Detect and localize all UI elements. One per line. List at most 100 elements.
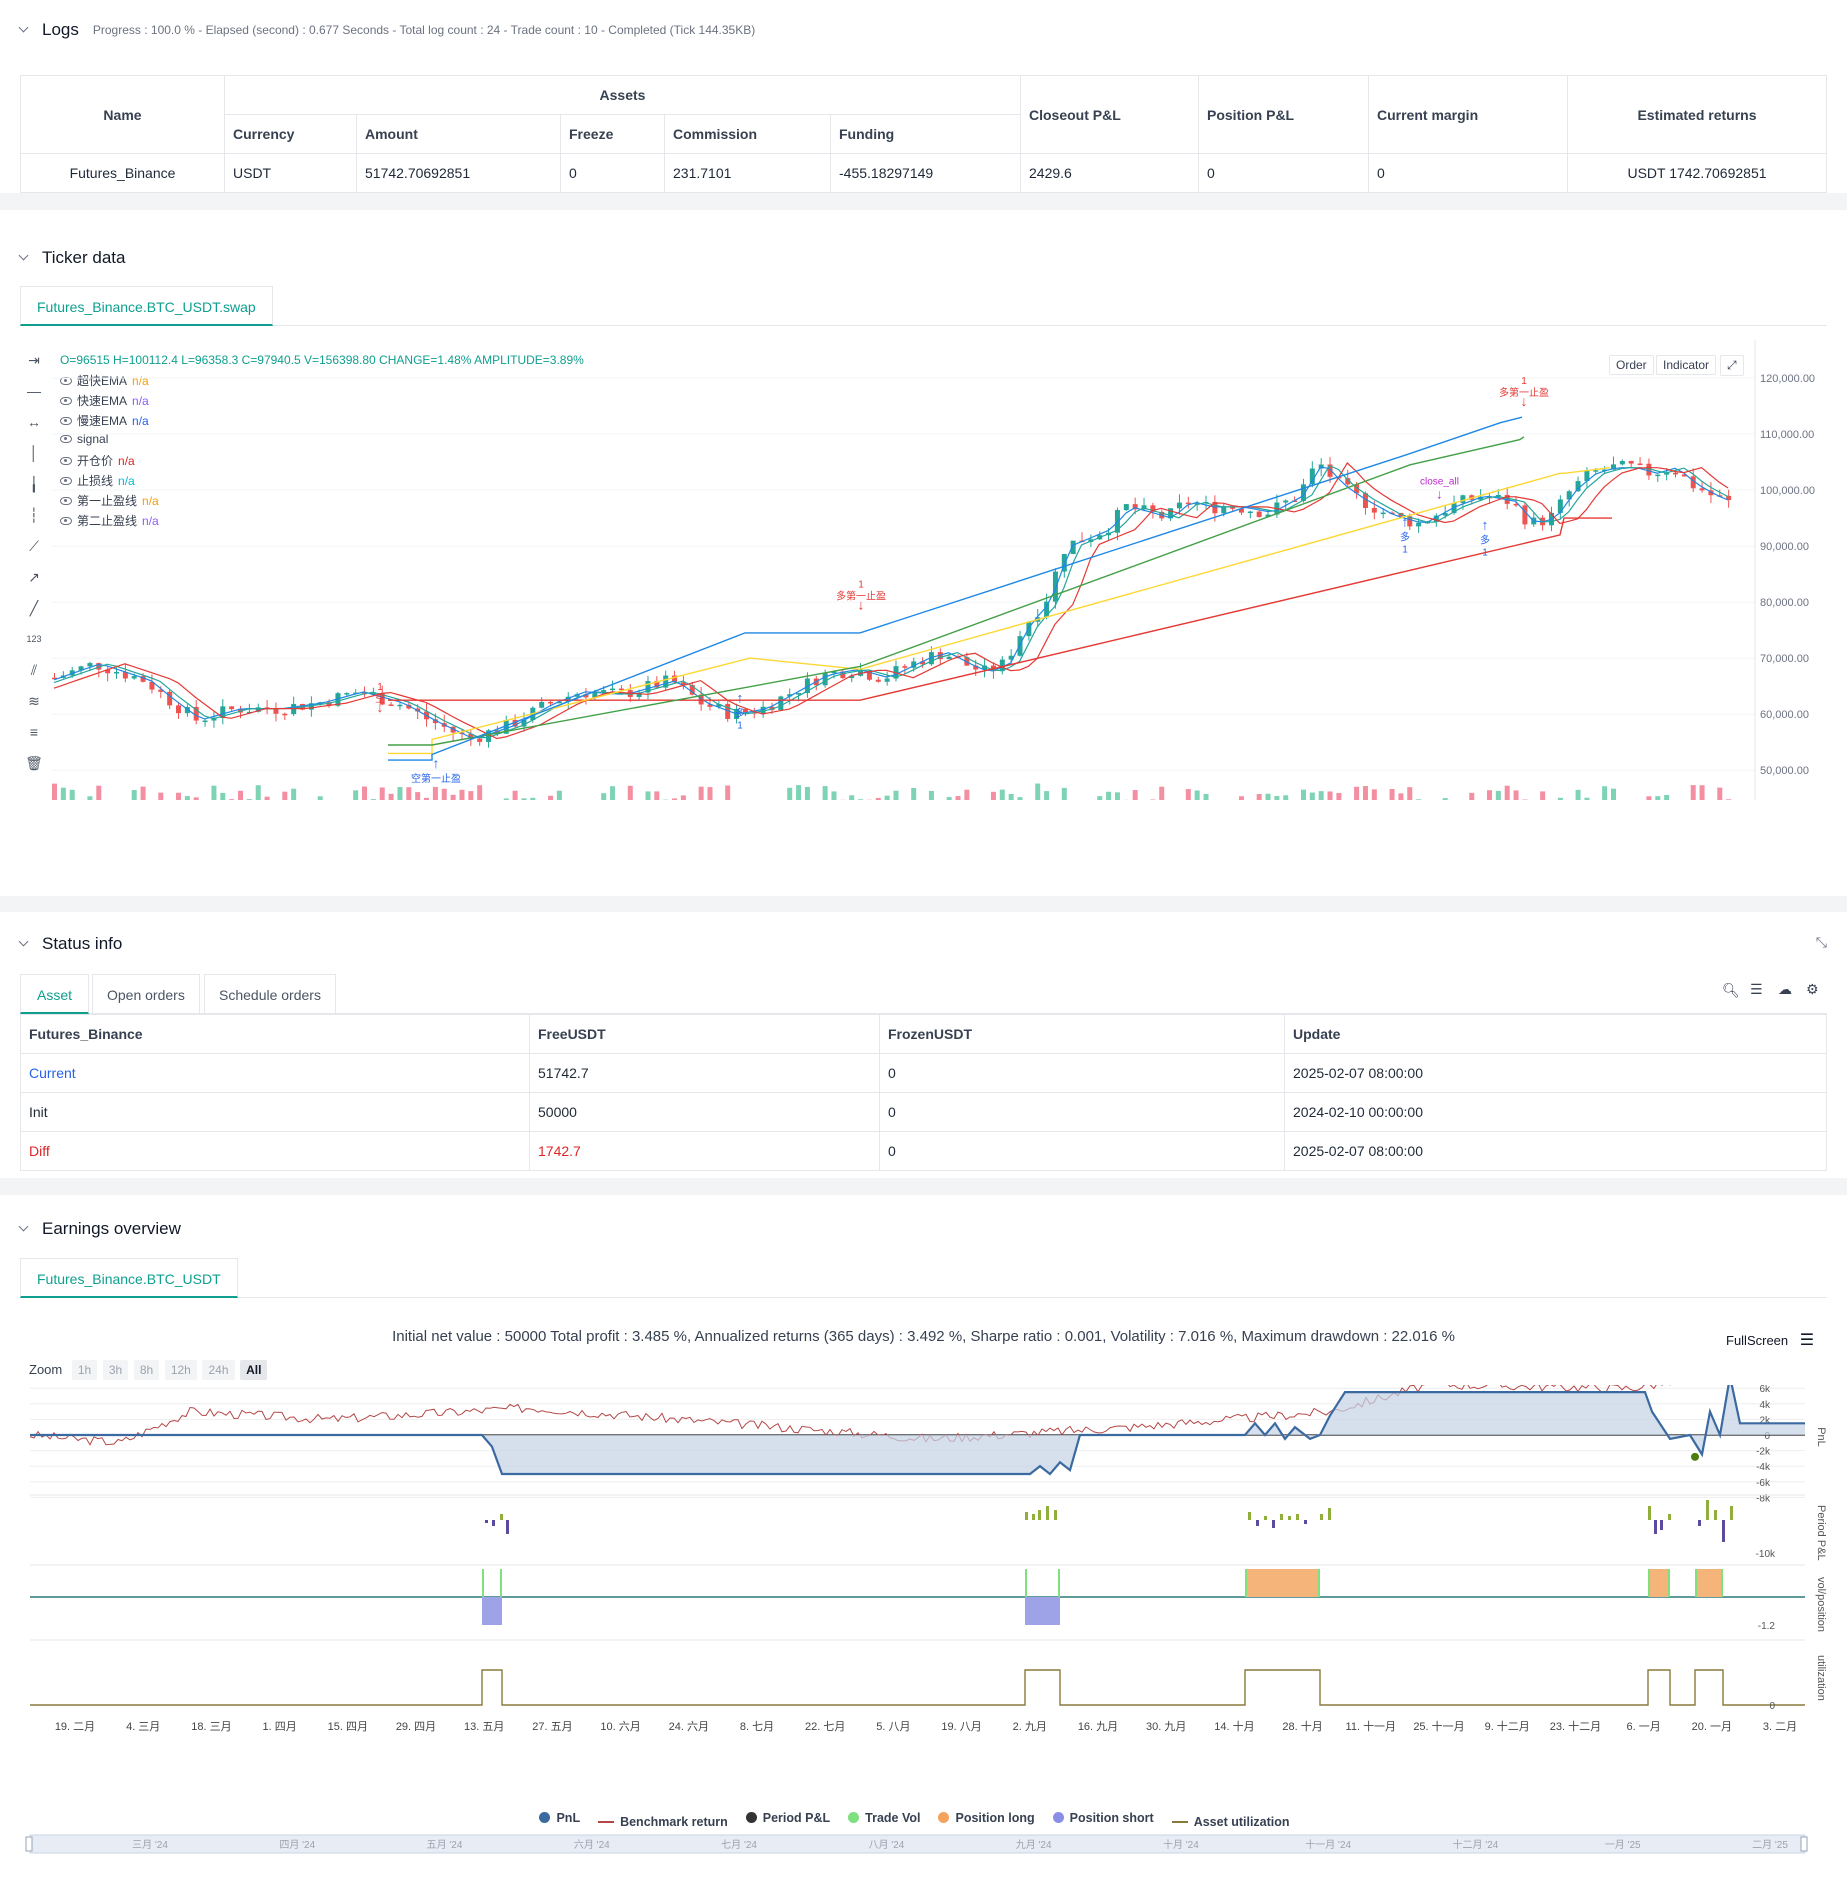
period-bar [1328,1508,1331,1520]
fullscreen-button[interactable]: FullScreen ☰ [1726,1330,1814,1350]
x-tick-label: 19. 八月 [941,1721,981,1733]
volume-bar [1690,785,1696,800]
candle-body [202,720,208,723]
legend-item[interactable]: 第二止盈线 n/a [60,512,159,529]
horizontal-line-icon[interactable]: — [27,383,41,399]
indicator-button[interactable]: Indicator [1656,355,1717,375]
shrink-icon[interactable]: ⤡ [1815,934,1827,950]
expand-icon[interactable]: ⤢ [1720,355,1744,376]
eye-icon[interactable] [60,416,72,425]
tab-earnings-symbol[interactable]: Futures_Binance.BTC_USDT [20,1258,238,1298]
collapse-chevron-icon[interactable] [18,252,30,264]
list-icon[interactable]: ☰ [1750,981,1763,997]
legend-item[interactable]: PnL [539,1811,580,1825]
x-tick-label: 15. 四月 [328,1721,368,1733]
legend-label: Position short [1069,1810,1154,1825]
tab-open-orders[interactable]: Open orders [92,974,200,1014]
legend-item[interactable]: 开仓价 n/a [60,452,135,469]
legend-item[interactable]: signal [60,432,113,446]
asset-table: Futures_Binance FreeUSDT FrozenUSDT Upda… [20,1014,1827,1171]
candle-body [370,693,376,695]
eye-icon[interactable] [60,456,72,465]
zoom-8h[interactable]: 8h [133,1360,160,1380]
signal-arrow: ↑ [1482,516,1489,532]
legend-item[interactable]: 慢速EMA n/a [60,412,149,429]
zoom-all[interactable]: All [240,1360,268,1380]
candle-body [167,691,173,706]
eye-icon[interactable] [60,376,72,385]
menu-icon[interactable]: ☰ [1799,1332,1815,1349]
tab-asset[interactable]: Asset [20,974,90,1014]
eye-icon[interactable] [60,496,72,505]
eye-icon[interactable] [60,476,72,485]
legend-item[interactable]: Trade Vol [848,1811,920,1825]
tab-ticker-symbol[interactable]: Futures_Binance.BTC_USDT.swap [20,286,273,326]
candle-body [1238,508,1244,513]
zoom-3h[interactable]: 3h [102,1360,129,1380]
collapse-chevron-icon[interactable] [18,938,30,950]
candle-body [787,694,793,697]
volume-bar [184,796,190,800]
legend-value: n/a [118,453,135,468]
collapse-chevron-icon[interactable] [18,24,30,36]
legend-item[interactable]: Position short [1052,1810,1154,1825]
eye-icon[interactable] [60,396,72,405]
vertical-ray-icon[interactable]: ╽ [29,476,39,492]
order-button[interactable]: Order [1609,355,1654,375]
settings-icon[interactable]: ⚙ [1806,981,1819,997]
legend-item[interactable]: Benchmark return [598,1815,728,1829]
candle-body [406,704,412,709]
zoom-24h[interactable]: 24h [202,1360,235,1380]
candle-body [1114,510,1120,533]
navigator[interactable]: 三月 '24 四月 '24 五月 '24 六月 '24 七月 '24 八月 '24 九月 '… [0,1833,1847,1863]
fib-lines-icon[interactable]: ≋ [28,693,40,709]
cell: 0 [879,1131,1285,1171]
trash-icon[interactable]: 🗑 [25,755,43,771]
measure-icon[interactable]: ≡ [29,724,39,740]
legend-item[interactable]: Period P&L [745,1811,830,1825]
ohlc-text: O=96515 H=100112.4 L=96358.3 C=97940.5 V… [60,353,584,367]
candle-body [663,675,669,688]
collapse-chevron-icon[interactable] [18,1223,30,1235]
eye-icon[interactable] [60,516,72,525]
legend-item[interactable]: 第一止盈线 n/a [60,492,159,509]
candle-body [1230,507,1236,509]
vertical-segment-icon[interactable]: ┆ [29,507,39,523]
ray-line-icon[interactable]: ↗ [28,569,40,585]
zoom-1h[interactable]: 1h [71,1360,98,1380]
horizontal-ray-icon[interactable]: ⇥ [28,352,40,368]
status-header[interactable]: Status info [18,934,122,954]
legend-item[interactable]: 快速EMA n/a [60,392,149,409]
candle-body [158,689,164,692]
candle-body [1726,495,1732,500]
legend-value: n/a [132,413,149,428]
cloud-download-icon[interactable]: ☁ [1778,981,1792,997]
row-label: Current [20,1053,530,1093]
vertical-line-icon[interactable]: │ [29,445,39,461]
legend-item[interactable]: Asset utilization [1171,1815,1290,1829]
eye-icon[interactable] [60,435,72,443]
candle-body [565,696,571,702]
search-icon[interactable]: 🔍︎ [1722,982,1740,998]
trend-line-icon[interactable]: ⟋ [29,538,39,554]
legend-item[interactable]: 超快EMA n/a [60,372,149,389]
volume-bar [406,787,412,800]
price-label-icon[interactable]: 123 [26,634,42,644]
logs-header[interactable]: Logs Progress : 100.0 % - Elapsed (secon… [18,20,755,40]
volume-bar [672,798,678,800]
candle-body [1460,495,1466,503]
candlestick-chart[interactable]: 120,000.00 110,000.00 100,000.00 90,000.00 8… [0,340,1847,800]
legend-item[interactable]: Position long [938,1811,1035,1825]
horizontal-segment-icon[interactable]: ↔ [27,414,41,430]
earnings-header[interactable]: Earnings overview [18,1219,181,1239]
tab-schedule-orders[interactable]: Schedule orders [204,974,336,1014]
volume-bar [627,785,633,800]
zoom-12h[interactable]: 12h [164,1360,197,1380]
candle-body [1690,476,1696,489]
segment-icon[interactable]: ╱ [29,600,39,616]
ticker-header[interactable]: Ticker data [18,248,125,268]
volume-bar [1504,785,1510,800]
legend-item[interactable]: 止损线 n/a [60,472,135,489]
parallel-lines-icon[interactable]: ⫽ [30,662,38,678]
